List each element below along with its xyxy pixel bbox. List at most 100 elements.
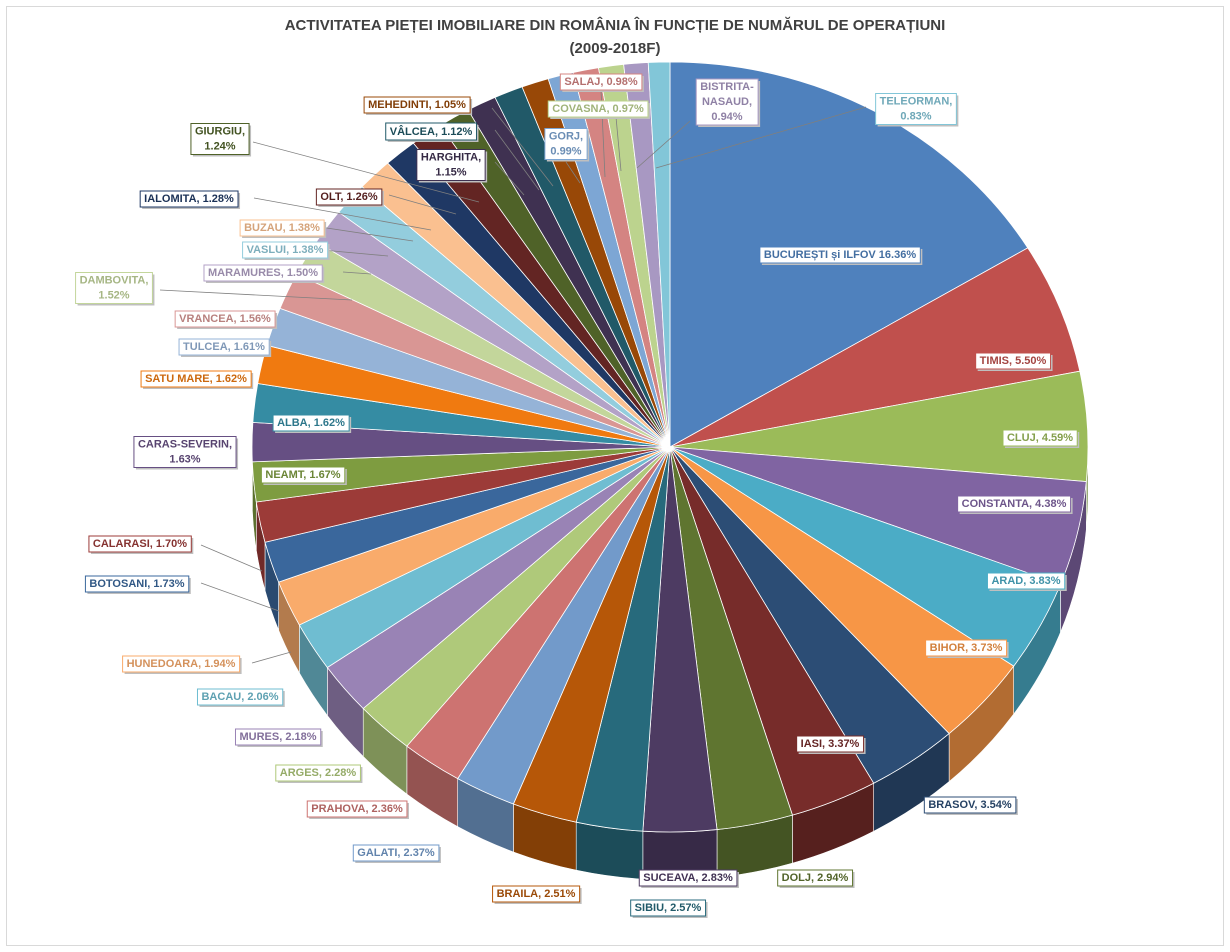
data-label-harghita: HARGHITA, 1.15% xyxy=(416,149,488,183)
svg-text:CALARASI, 1.70%: CALARASI, 1.70% xyxy=(93,538,187,550)
data-label-iasi: IASI, 3.37% xyxy=(796,735,866,754)
svg-text:BRAILA, 2.51%: BRAILA, 2.51% xyxy=(497,888,576,900)
svg-text:ARAD, 3.83%: ARAD, 3.83% xyxy=(991,575,1060,587)
svg-text:BACAU, 2.06%: BACAU, 2.06% xyxy=(201,691,278,703)
data-label-olt: OLT, 1.26% xyxy=(315,188,384,207)
leader-line xyxy=(491,107,554,187)
svg-text:GALATI, 2.37%: GALATI, 2.37% xyxy=(357,847,435,859)
svg-text:SUCEAVA, 2.83%: SUCEAVA, 2.83% xyxy=(643,872,733,884)
leader-line xyxy=(251,651,292,664)
data-label-covasna: COVASNA, 0.97% xyxy=(547,100,650,119)
data-label-vaslui: VASLUI, 1.38% xyxy=(242,241,330,260)
leader-line xyxy=(494,161,525,196)
data-label-mehedinti: MEHEDINTI, 1.05% xyxy=(363,96,473,115)
svg-text:DAMBOVITA,1.52%: DAMBOVITA, 1.52% xyxy=(80,275,149,302)
svg-text:IASI, 3.37%: IASI, 3.37% xyxy=(801,738,860,750)
pie-sides xyxy=(251,446,1089,881)
leader-line xyxy=(200,582,280,612)
data-label-caras-severin: CARAS-SEVERIN, 1.63% xyxy=(133,436,239,470)
svg-text:VRANCEA, 1.56%: VRANCEA, 1.56% xyxy=(179,313,271,325)
pie-slice-timis xyxy=(669,247,1081,448)
svg-text:CONSTANTA, 4.38%: CONSTANTA, 4.38% xyxy=(962,498,1067,510)
svg-text:SALAJ, 0.98%: SALAJ, 0.98% xyxy=(564,76,638,88)
data-label-hunedoara: HUNEDOARA, 1.94% xyxy=(122,655,242,674)
svg-text:HUNEDOARA, 1.94%: HUNEDOARA, 1.94% xyxy=(127,658,236,670)
svg-text:GIURGIU,1.24%: GIURGIU, 1.24% xyxy=(195,126,245,153)
leader-line xyxy=(565,161,581,184)
data-label-tulcea: TULCEA, 1.61% xyxy=(178,338,272,357)
svg-text:SIBIU, 2.57%: SIBIU, 2.57% xyxy=(635,902,702,914)
data-label-sibiu: SIBIU, 2.57% xyxy=(630,899,708,918)
data-label-neamt: NEAMT, 1.67% xyxy=(260,466,347,485)
svg-text:COVASNA, 0.97%: COVASNA, 0.97% xyxy=(552,103,644,115)
data-label-arges: ARGES, 2.28% xyxy=(275,764,363,783)
data-label-maramures: MARAMURES, 1.50% xyxy=(203,264,325,283)
svg-text:BOTOSANI, 1.73%: BOTOSANI, 1.73% xyxy=(89,578,184,590)
svg-text:MEHEDINTI, 1.05%: MEHEDINTI, 1.05% xyxy=(368,99,466,111)
leader-line xyxy=(342,271,372,275)
data-label-suceava: SUCEAVA, 2.83% xyxy=(638,869,739,888)
svg-text:GORJ,0.99%: GORJ, 0.99% xyxy=(549,131,583,158)
data-label-bihor: BIHOR, 3.73% xyxy=(925,639,1009,658)
svg-text:CARAS-SEVERIN,1.63%: CARAS-SEVERIN, 1.63% xyxy=(138,439,232,466)
data-label-bucure-ti-i-ilfov-16-36: BUCUREȘTI și ILFOV 16.36% xyxy=(759,246,923,265)
leader-lines xyxy=(159,89,867,664)
data-label-buzau: BUZAU, 1.38% xyxy=(239,219,327,238)
svg-text:BIHOR, 3.73%: BIHOR, 3.73% xyxy=(930,642,1003,654)
data-label-bacau: BACAU, 2.06% xyxy=(196,688,285,707)
svg-text:BRASOV, 3.54%: BRASOV, 3.54% xyxy=(928,799,1012,811)
pie-slices xyxy=(251,61,1089,833)
svg-text:MURES, 2.18%: MURES, 2.18% xyxy=(239,731,316,743)
leader-line xyxy=(252,141,480,203)
svg-text:VASLUI, 1.38%: VASLUI, 1.38% xyxy=(247,244,324,256)
chart-subtitle: (2009-2018F) xyxy=(569,40,661,57)
data-label-cluj: CLUJ, 4.59% xyxy=(1002,429,1080,448)
leader-line xyxy=(615,116,622,172)
svg-text:PRAHOVA, 2.36%: PRAHOVA, 2.36% xyxy=(311,803,403,815)
data-labels: BUCUREȘTI și ILFOV 16.36% TIMIS, 5.50% CLU… xyxy=(75,73,1080,918)
leader-line xyxy=(253,197,432,231)
data-label-dambovita: DAMBOVITA, 1.52% xyxy=(75,272,155,306)
svg-text:NEAMT, 1.67%: NEAMT, 1.67% xyxy=(265,469,340,481)
data-label-v-lcea: VÂLCEA, 1.12% xyxy=(385,122,479,142)
data-label-satu-mare: SATU MARE, 1.62% xyxy=(140,370,254,389)
data-label-vrancea: VRANCEA, 1.56% xyxy=(174,310,278,329)
leader-line xyxy=(655,106,867,169)
data-label-mures: MURES, 2.18% xyxy=(234,728,323,747)
data-label-gorj: GORJ, 0.99% xyxy=(544,128,590,162)
svg-text:BUZAU, 1.38%: BUZAU, 1.38% xyxy=(244,222,320,234)
svg-text:SATU MARE, 1.62%: SATU MARE, 1.62% xyxy=(145,373,247,385)
data-label-brasov: BRASOV, 3.54% xyxy=(923,796,1018,815)
data-label-timis: TIMIS, 5.50% xyxy=(975,352,1053,371)
svg-text:TELEORMAN,0.83%: TELEORMAN, 0.83% xyxy=(880,96,953,123)
svg-text:ALBA, 1.62%: ALBA, 1.62% xyxy=(277,417,345,429)
chart-title-block: ACTIVITATEA PIEȚEI IMOBILIARE DIN ROMÂNI… xyxy=(0,14,1230,60)
svg-text:VÂLCEA, 1.12%: VÂLCEA, 1.12% xyxy=(390,125,473,138)
svg-text:BISTRITA-NASAUD,0.94%: BISTRITA-NASAUD, 0.94% xyxy=(700,81,754,123)
svg-text:TULCEA, 1.61%: TULCEA, 1.61% xyxy=(183,341,265,353)
leader-line xyxy=(159,289,353,301)
leader-line xyxy=(200,544,263,572)
data-label-giurgiu: GIURGIU, 1.24% xyxy=(190,123,252,157)
data-label-teleorman: TELEORMAN, 0.83% xyxy=(875,93,959,127)
data-label-braila: BRAILA, 2.51% xyxy=(492,885,582,904)
data-label-dolj: DOLJ, 2.94% xyxy=(777,869,855,888)
data-label-prahova: PRAHOVA, 2.36% xyxy=(306,800,409,819)
svg-text:TIMIS, 5.50%: TIMIS, 5.50% xyxy=(980,355,1047,367)
data-label-salaj: SALAJ, 0.98% xyxy=(559,73,644,92)
leader-line xyxy=(319,226,414,242)
data-label-constanta: CONSTANTA, 4.38% xyxy=(957,495,1073,514)
data-label-galati: GALATI, 2.37% xyxy=(352,844,441,863)
svg-text:DOLJ, 2.94%: DOLJ, 2.94% xyxy=(782,872,849,884)
leader-line xyxy=(636,120,691,169)
data-label-arad: ARAD, 3.83% xyxy=(986,572,1067,591)
svg-text:OLT, 1.26%: OLT, 1.26% xyxy=(320,191,377,203)
data-label-alba: ALBA, 1.62% xyxy=(272,414,352,433)
svg-text:ARGES, 2.28%: ARGES, 2.28% xyxy=(280,767,357,779)
data-label-ialomita: IALOMITA, 1.28% xyxy=(139,190,241,209)
svg-text:MARAMURES, 1.50%: MARAMURES, 1.50% xyxy=(208,267,318,279)
svg-text:CLUJ, 4.59%: CLUJ, 4.59% xyxy=(1007,432,1073,444)
svg-text:HARGHITA,1.15%: HARGHITA, 1.15% xyxy=(421,152,481,179)
pie-slice-teleorman xyxy=(647,61,671,448)
